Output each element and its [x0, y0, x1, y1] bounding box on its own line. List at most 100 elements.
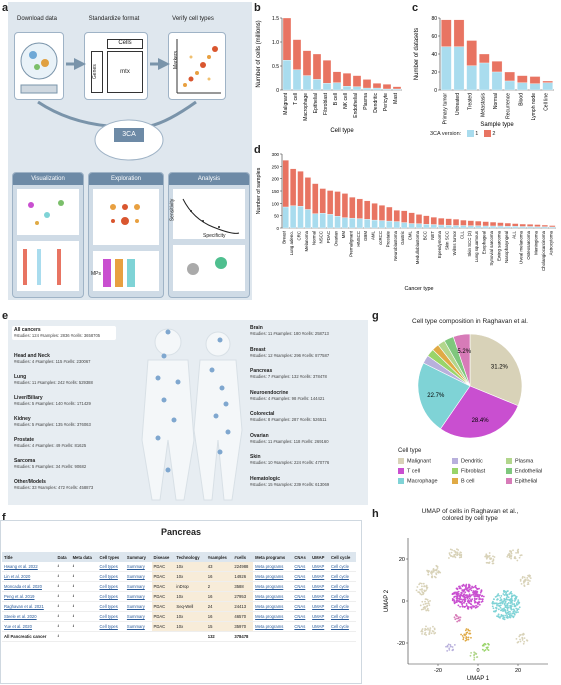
- region-card-colorectal[interactable]: Colorectal #studies: 8 #samples: 287 #cel…: [250, 412, 350, 423]
- x-tick-label: Pericyte: [383, 93, 389, 111]
- table-link[interactable]: CNAs: [292, 571, 311, 582]
- region-card-lung[interactable]: Lung #studies: 11 #samples: 242 #cells: 5…: [14, 375, 114, 386]
- table-link[interactable]: Cell cycle: [328, 562, 356, 572]
- table-link[interactable]: Cell cycle: [328, 581, 356, 592]
- table-link[interactable]: CNAs: [292, 601, 311, 612]
- table-link[interactable]: Cell cycle: [328, 571, 356, 582]
- umap-point: [448, 647, 451, 650]
- table-header: Meta data: [70, 552, 98, 562]
- table-link[interactable]: UMAP: [310, 601, 329, 612]
- table-link[interactable]: Cell types: [97, 562, 125, 572]
- table-link[interactable]: Cell types: [97, 571, 125, 582]
- umap-point: [448, 553, 451, 556]
- download-icon[interactable]: ⭳: [70, 591, 98, 602]
- region-card-hematologic[interactable]: Hematologic #studies: 15 #samples: 239 #c…: [250, 476, 350, 487]
- table-link[interactable]: Meta programs: [253, 621, 293, 632]
- table-link[interactable]: Moncada et al. 2020: [2, 581, 56, 592]
- table-link[interactable]: Summary: [124, 581, 152, 592]
- table-link[interactable]: Cell types: [97, 621, 125, 632]
- region-card-neuroendocrine[interactable]: Neuroendocrine #studies: 4 #samples: 98 #…: [250, 390, 350, 401]
- table-link[interactable]: Cell types: [97, 581, 125, 592]
- all-cancers-card[interactable]: All cancers #studies: 124 #samples: 2836…: [12, 326, 116, 340]
- table-link[interactable]: CNAs: [292, 621, 311, 632]
- table-link[interactable]: Peng et al. 2019: [2, 591, 56, 602]
- download-icon[interactable]: ⭳: [55, 571, 71, 582]
- umap-point: [506, 593, 509, 596]
- download-icon[interactable]: ⭳: [70, 621, 98, 632]
- table-link[interactable]: Meta programs: [253, 611, 293, 622]
- table-link[interactable]: Raghavan et al. 2021: [2, 601, 56, 612]
- bar-v2: [445, 218, 452, 226]
- table-link[interactable]: Summary: [124, 571, 152, 582]
- table-link[interactable]: UMAP: [310, 611, 329, 622]
- download-icon[interactable]: ⭳: [70, 562, 98, 572]
- table-link[interactable]: Summary: [124, 591, 152, 602]
- table-link[interactable]: Cell cycle: [328, 621, 356, 632]
- region-card-other-models[interactable]: Other/Models #studies: 33 #samples: 472 #…: [14, 480, 114, 491]
- table-link[interactable]: UMAP: [310, 571, 329, 582]
- table-link[interactable]: Cell types: [97, 591, 125, 602]
- region-card-brain[interactable]: Brain #studies: 11 #samples: 180 #cells: …: [250, 326, 350, 337]
- table-link[interactable]: Summary: [124, 562, 152, 572]
- download-icon[interactable]: ⭳: [55, 601, 71, 612]
- table-link[interactable]: Meta programs: [253, 571, 293, 582]
- table-link[interactable]: Meta programs: [253, 581, 293, 592]
- table-link[interactable]: Cell cycle: [328, 601, 356, 612]
- region-card-sarcoma[interactable]: Sarcoma #studies: 5 #samples: 34 #cells: …: [14, 459, 114, 470]
- download-icon[interactable]: ⭳: [55, 611, 71, 622]
- table-link[interactable]: Meta programs: [253, 562, 293, 572]
- table-link[interactable]: CNAs: [292, 611, 311, 622]
- table-link[interactable]: CNAs: [292, 581, 311, 592]
- download-icon[interactable]: ⭳: [70, 601, 98, 612]
- table-link[interactable]: UMAP: [310, 562, 329, 572]
- umap-point: [467, 585, 470, 588]
- umap-point: [418, 591, 421, 594]
- v2-swatch: [483, 130, 491, 137]
- table-link[interactable]: Cell cycle: [328, 611, 356, 622]
- table-link[interactable]: Summary: [124, 611, 152, 622]
- region-card-skin[interactable]: Skin #studies: 10 #samples: 224 #cells: 4…: [250, 455, 350, 466]
- region-card-liver-biliary[interactable]: Liver/Biliary #studies: 5 #samples: 140 #…: [14, 396, 114, 407]
- download-icon[interactable]: ⭳: [55, 631, 71, 642]
- pie-slice-label: 5.2%: [457, 349, 471, 355]
- region-card-breast[interactable]: Breast #studies: 12 #samples: 296 #cells:…: [250, 347, 350, 358]
- table-link[interactable]: Hwang et al. 2022: [2, 562, 56, 572]
- bar-v1: [372, 87, 382, 91]
- download-icon[interactable]: ⭳: [55, 621, 71, 632]
- table-link[interactable]: UMAP: [310, 621, 329, 632]
- region-card-ovarian[interactable]: Ovarian #studies: 11 #samples: 118 #cells…: [250, 433, 350, 444]
- table-link[interactable]: Summary: [124, 601, 152, 612]
- table-link[interactable]: CNAs: [292, 562, 311, 572]
- table-link[interactable]: CNAs: [292, 591, 311, 602]
- table-link[interactable]: UMAP: [310, 591, 329, 602]
- table-link[interactable]: Cell types: [97, 611, 125, 622]
- download-icon[interactable]: ⭳: [55, 562, 71, 572]
- table-link[interactable]: Lin et al. 2020: [2, 571, 56, 582]
- table-cell: [97, 631, 125, 642]
- table-cell: [151, 631, 175, 642]
- region-card-kidney[interactable]: Kidney #studies: 5 #samples: 135 #cells: …: [14, 417, 114, 428]
- bar-v1: [371, 219, 378, 229]
- bar-v1: [282, 206, 289, 229]
- table-link[interactable]: Meta programs: [253, 601, 293, 612]
- region-card-head-and-neck[interactable]: Head and Neck #studies: 4 #samples: 115 #…: [14, 354, 114, 365]
- umap-point: [424, 631, 427, 634]
- download-icon[interactable]: ⭳: [70, 581, 98, 592]
- x-tick-label: Treated: [468, 93, 474, 110]
- umap-point: [509, 600, 512, 602]
- umap-point: [504, 609, 507, 611]
- download-icon[interactable]: ⭳: [55, 591, 71, 602]
- table-link[interactable]: Summary: [124, 621, 152, 632]
- region-card-pancreas[interactable]: Pancreas #studies: 7 #samples: 132 #cells…: [250, 369, 350, 380]
- x-tick-label: Untreated: [455, 93, 461, 115]
- table-link[interactable]: Yue et al. 2020: [2, 621, 56, 632]
- download-icon[interactable]: ⭳: [55, 581, 71, 592]
- download-icon[interactable]: ⭳: [70, 571, 98, 582]
- table-link[interactable]: Cell cycle: [328, 591, 356, 602]
- download-icon[interactable]: ⭳: [70, 611, 98, 622]
- region-card-prostate[interactable]: Prostate #studies: 4 #samples: 49 #cells:…: [14, 438, 114, 449]
- table-link[interactable]: Meta programs: [253, 591, 293, 602]
- table-link[interactable]: Steele et al. 2020: [2, 611, 56, 622]
- table-link[interactable]: UMAP: [310, 581, 329, 592]
- table-link[interactable]: Cell types: [97, 601, 125, 612]
